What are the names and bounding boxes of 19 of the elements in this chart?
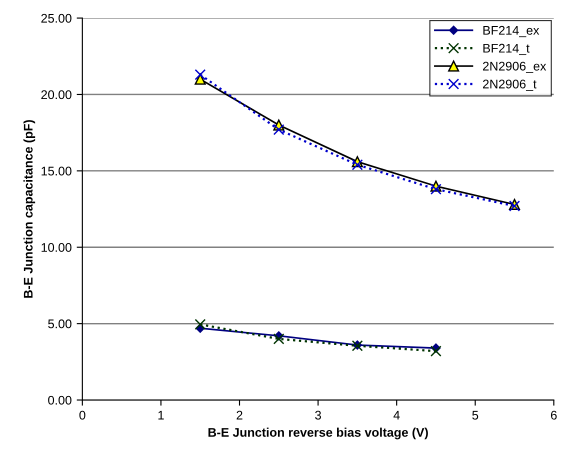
- y-tick-label: 10.00: [42, 243, 72, 252]
- x-tick-label: 4: [393, 410, 400, 420]
- y-tick-label: 5.00: [48, 319, 72, 328]
- x-tick-label: 1: [158, 410, 164, 420]
- x-tick-label: 6: [550, 410, 557, 420]
- x-tick-label: 0: [79, 410, 86, 420]
- x-tick-label: 2: [236, 410, 242, 420]
- legend-label: 2N2906_t: [482, 80, 536, 91]
- legend-label: BF214_t: [483, 44, 530, 56]
- y-tick-label: 25.00: [41, 14, 72, 23]
- y-tick-label: 20.00: [41, 90, 72, 100]
- x-axis-title: B-E Junction reverse bias voltage (V): [208, 428, 428, 440]
- y-tick-label: 15.00: [42, 166, 72, 176]
- legend-label: BF214_ex: [483, 26, 540, 38]
- legend-label: 2N2906_ex: [482, 62, 546, 73]
- x-tick-label: 5: [472, 410, 478, 420]
- y-axis-title: B-E Junction capacitance (pF): [23, 120, 36, 298]
- y-tick-label: 0.00: [48, 396, 72, 405]
- x-tick-label: 3: [315, 410, 322, 420]
